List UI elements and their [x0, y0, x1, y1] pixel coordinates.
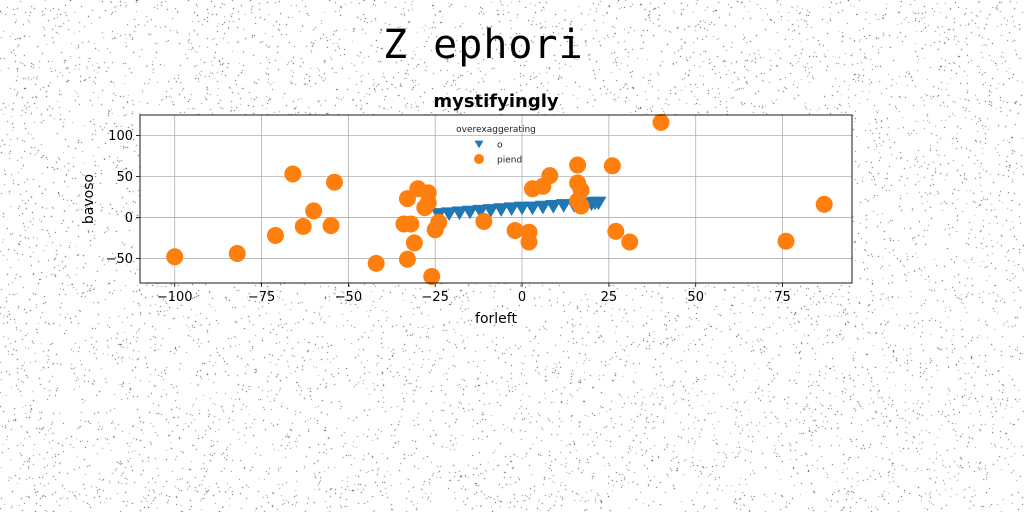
point-piend — [402, 215, 420, 233]
point-o — [472, 204, 489, 219]
point-o — [524, 201, 541, 216]
point-piend — [367, 254, 385, 272]
chart-title: mystifyingly — [433, 91, 559, 112]
point-piend — [405, 234, 423, 252]
point-o — [493, 203, 510, 217]
point-piend — [325, 173, 343, 191]
point-piend — [398, 250, 416, 268]
x-tick-label: −25 — [422, 290, 449, 305]
point-piend — [777, 232, 795, 250]
point-piend — [815, 195, 833, 213]
point-piend — [506, 222, 524, 240]
x-axis-label: forleft — [475, 311, 517, 327]
point-o — [482, 204, 499, 218]
x-tick-label: −100 — [157, 290, 193, 305]
x-tick-label: 50 — [687, 290, 704, 305]
point-piend — [284, 165, 302, 183]
point-o — [534, 200, 551, 215]
legend-marker-piend — [474, 154, 484, 164]
data-marks — [166, 113, 833, 285]
point-piend — [322, 217, 340, 235]
y-axis-ticks: −50 0 50 100 — [106, 129, 140, 267]
point-o — [503, 202, 520, 217]
x-axis-ticks: −100 −75 −50 −25 0 25 50 75 — [157, 283, 791, 305]
x-tick-label: −50 — [335, 290, 362, 305]
point-piend — [419, 194, 437, 212]
x-tick-label: 25 — [601, 290, 618, 305]
plot-frame — [139, 114, 853, 284]
legend: overexaggerating o piend — [456, 125, 536, 166]
point-piend — [166, 248, 184, 266]
point-piend — [569, 192, 587, 210]
point-piend — [607, 222, 625, 240]
point-piend — [652, 113, 670, 131]
point-piend — [305, 202, 323, 220]
point-o — [545, 199, 562, 214]
point-piend — [266, 226, 284, 244]
y-axis-label: bavoso — [81, 174, 97, 224]
figure-suptitle: Z ephori — [383, 22, 584, 68]
y-tick-label: 50 — [116, 170, 133, 185]
x-tick-label: 75 — [774, 290, 791, 305]
x-tick-label: −75 — [248, 290, 275, 305]
point-o — [451, 206, 468, 221]
point-piend — [621, 233, 639, 251]
point-piend — [603, 157, 621, 175]
point-piend — [228, 244, 246, 262]
point-o — [555, 199, 572, 213]
y-tick-label: −50 — [106, 252, 133, 267]
point-o — [461, 205, 478, 220]
point-o — [514, 201, 531, 216]
legend-marker-o — [474, 140, 484, 149]
y-tick-label: 0 — [125, 211, 133, 226]
y-tick-label: 100 — [108, 129, 133, 144]
legend-title: overexaggerating — [456, 125, 536, 135]
point-piend — [430, 213, 448, 231]
point-piend — [423, 267, 441, 285]
point-o — [441, 207, 458, 221]
legend-label-piend: piend — [497, 156, 522, 166]
point-piend — [475, 213, 493, 231]
point-piend — [294, 217, 312, 235]
legend-label-o: o — [497, 141, 503, 151]
plot-area — [140, 115, 852, 283]
x-tick-label: 0 — [518, 290, 526, 305]
point-piend — [569, 156, 587, 174]
point-piend — [520, 233, 538, 251]
point-o — [590, 196, 607, 211]
point-piend — [541, 167, 559, 185]
